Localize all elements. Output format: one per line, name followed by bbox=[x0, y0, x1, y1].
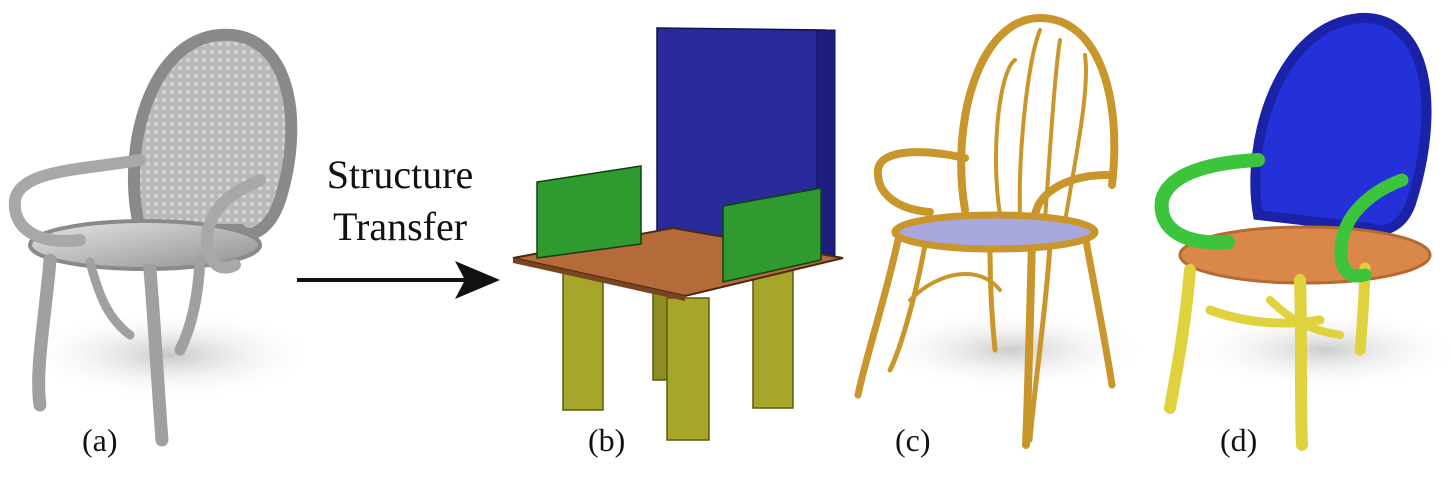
segment-arm-right bbox=[1334, 173, 1409, 283]
panel-c-tube-chair bbox=[854, 13, 1150, 449]
caption-d: (d) bbox=[1220, 422, 1258, 458]
segment-leg bbox=[1164, 264, 1196, 414]
seat-box-edge bbox=[513, 258, 685, 301]
leg-box bbox=[666, 297, 710, 441]
chair-leg bbox=[85, 257, 135, 340]
leg bbox=[1081, 231, 1116, 389]
caption-c: (c) bbox=[895, 422, 931, 458]
floor-shadow bbox=[870, 310, 1150, 390]
back-hoop bbox=[957, 13, 1119, 214]
chair-leg bbox=[143, 263, 169, 447]
leg bbox=[887, 242, 928, 373]
chair-leg bbox=[174, 254, 206, 356]
chair-back bbox=[128, 28, 298, 240]
panel-d-segmented-chair bbox=[1154, 12, 1450, 451]
segment-stretcher bbox=[1205, 305, 1325, 328]
caption-b: (b) bbox=[588, 422, 626, 458]
leg bbox=[1022, 236, 1036, 449]
segment-back bbox=[1250, 12, 1432, 236]
segment-stretcher bbox=[1266, 296, 1344, 339]
back-spindle bbox=[1063, 53, 1088, 224]
panel-b-box-chair bbox=[512, 27, 844, 441]
leg bbox=[1027, 242, 1053, 443]
seat bbox=[891, 211, 1099, 253]
right-arrow-icon bbox=[297, 261, 500, 299]
chair-leg bbox=[32, 253, 57, 412]
segment-arm-left bbox=[1154, 153, 1265, 250]
back-spindle bbox=[1017, 28, 1042, 220]
arm-box-left bbox=[536, 165, 642, 259]
arm-box-right bbox=[722, 187, 822, 283]
leg bbox=[987, 247, 998, 353]
arm-right bbox=[1031, 171, 1112, 219]
caption-a: (a) bbox=[82, 422, 118, 458]
leg-box bbox=[752, 269, 794, 409]
segment-leg bbox=[1294, 274, 1308, 451]
chair-arm-right bbox=[201, 174, 266, 274]
stretcher bbox=[908, 272, 1002, 302]
arm-left bbox=[873, 148, 969, 216]
chair-arm-left bbox=[8, 154, 146, 247]
floor-shadow bbox=[1185, 310, 1450, 390]
arrow-label-line2: Transfer bbox=[332, 204, 468, 249]
arrow-label-line1: Structure bbox=[326, 152, 474, 197]
panel-a-mesh-chair bbox=[8, 28, 300, 447]
back-spindle bbox=[994, 58, 1017, 217]
leg bbox=[854, 236, 902, 399]
leg-box bbox=[562, 271, 604, 411]
